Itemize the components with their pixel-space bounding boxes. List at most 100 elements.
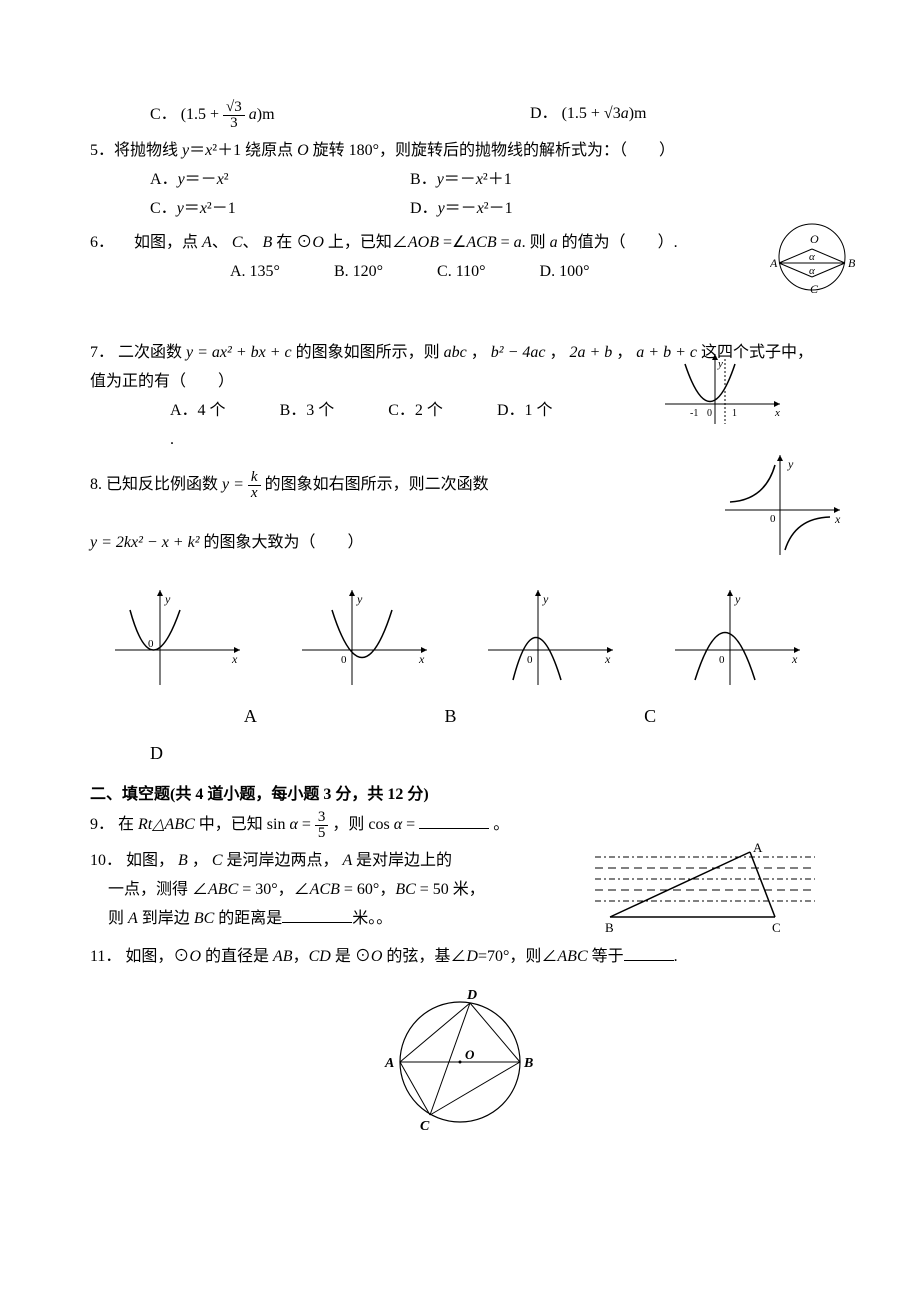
- svg-text:x: x: [604, 652, 611, 666]
- q9-text-p4: 。: [493, 816, 509, 833]
- q5-optA: A．y＝－x²: [150, 166, 410, 195]
- q9-frac: 35: [315, 810, 329, 841]
- frac-num: 3: [315, 810, 329, 826]
- q10-text-line3: 则 A 到岸边 BC 的距离是米。。: [90, 910, 392, 927]
- svg-text:0: 0: [527, 654, 533, 666]
- q6-text: 如图，点 A、 C、 B 在 ⊙O 上，已知∠AOB =∠ACB = a. 则 …: [118, 234, 678, 251]
- q8-text-p3: 的图象大致为（ ）: [204, 534, 364, 551]
- section2-title: 二、填空题(共 4 道小题，每小题 3 分，共 12 分): [90, 781, 830, 810]
- q9-text-p3: ，则: [332, 816, 364, 833]
- q11-figure-wrapper: A B C D O: [90, 987, 830, 1148]
- q9-sin: sin α =: [267, 816, 315, 833]
- q8-text-p1: 已知反比例函数: [106, 476, 218, 493]
- frac-num: k: [248, 470, 261, 486]
- q7-tick-neg1: -1: [690, 408, 698, 419]
- frac-den: x: [248, 486, 261, 501]
- frac-num: √3: [223, 100, 245, 116]
- svg-text:y: y: [356, 592, 363, 606]
- q7: 7． 二次函数 y = ax² + bx + c 的图象如图所示，则 abc ，…: [90, 339, 830, 454]
- q4-optC-suffix: a: [245, 106, 257, 123]
- q11-num: 11．: [90, 948, 121, 965]
- q5-optD: D．y＝－x²－1: [410, 195, 513, 224]
- q8-num: 8.: [90, 476, 102, 493]
- q8-choices: y x 0 y x 0 y x 0 y x 0: [90, 585, 830, 695]
- svg-text:y: y: [542, 592, 549, 606]
- svg-text:0: 0: [148, 638, 154, 650]
- q11-labelD: D: [466, 988, 477, 1003]
- q6-optA: A. 135°: [230, 258, 280, 287]
- q8-label-D: D: [90, 737, 830, 769]
- q8-label-A: A: [244, 700, 257, 732]
- q11-labelC: C: [420, 1119, 430, 1134]
- q7-parabola-figure: y x -1 0 1: [660, 349, 790, 434]
- q6-optC: C. 110°: [437, 258, 485, 287]
- q9: 9． 在 Rt△ABC 中，已知 sin α = 35 ，则 cos α = 。: [90, 810, 830, 841]
- q8-text-p2: 的图象如右图所示，则二次函数: [265, 476, 489, 493]
- q10-labelA: A: [753, 842, 763, 855]
- q4-optD-text: (1.5 + √3a)m: [562, 105, 647, 122]
- q5: 5．将抛物线 y＝x²＋1 绕原点 O 旋转 180°，则旋转后的抛物线的解析式…: [90, 137, 830, 223]
- q6-label-O: O: [810, 232, 819, 246]
- q10-num: 10．: [90, 852, 122, 869]
- q6-circle-figure: O A B C α α: [770, 219, 860, 304]
- svg-text:0: 0: [341, 654, 347, 666]
- q8-ylabel: y: [787, 457, 794, 471]
- frac-den: 3: [223, 116, 245, 131]
- svg-text:y: y: [734, 592, 741, 606]
- q5-num: 5．: [90, 142, 114, 159]
- q4-optC-text: (1.5 +: [181, 106, 223, 123]
- q11-labelO: O: [465, 1047, 475, 1062]
- q8-hyperbola-figure: y x 0: [720, 450, 850, 560]
- q5-text: 将抛物线 y＝x²＋1 绕原点 O 旋转 180°，则旋转后的抛物线的解析式为：…: [114, 142, 675, 159]
- q8-eq-y: y =: [222, 476, 248, 493]
- q4-optD: D． (1.5 + √3a)m: [530, 100, 646, 131]
- q6-label-A: A: [770, 256, 778, 270]
- q9-cos: cos α =: [368, 816, 419, 833]
- q4-optC-label: C．: [150, 106, 177, 123]
- q11-labelB: B: [523, 1056, 533, 1071]
- svg-text:x: x: [231, 652, 238, 666]
- q8-label-C: C: [644, 700, 656, 732]
- q5-optB: B．y＝－x²＋1: [410, 166, 512, 195]
- q10-labelC: C: [772, 920, 781, 935]
- q6-options: A. 135° B. 120° C. 110° D. 100°: [90, 258, 830, 287]
- q5-optC: C．y＝x²－1: [150, 195, 410, 224]
- svg-text:x: x: [791, 652, 798, 666]
- q7-optA: A．4 个: [170, 397, 226, 426]
- q8-eq-frac: kx: [248, 470, 261, 501]
- svg-text:y: y: [164, 592, 171, 606]
- q10-text-p1: 如图， B ， C 是河岸边两点， A 是对岸边上的: [126, 852, 452, 869]
- q4-optC: C． (1.5 + √33 a)m: [150, 100, 530, 131]
- q9-triangle: Rt△ABC: [138, 816, 199, 833]
- q5-options: A．y＝－x² B．y＝－x²＋1 C．y＝x²－1 D．y＝－x²－1: [90, 166, 830, 224]
- q7-num: 7．: [90, 344, 114, 361]
- q6-alpha2: α: [809, 265, 815, 277]
- q6-alpha1: α: [809, 251, 815, 263]
- svg-text:0: 0: [719, 654, 725, 666]
- q8-choice-A: y x 0: [110, 585, 250, 695]
- q7-ylabel: y: [717, 358, 723, 370]
- q4-optC-frac: √33: [223, 100, 245, 131]
- svg-text:x: x: [418, 652, 425, 666]
- q7-optB: B．3 个: [280, 397, 335, 426]
- q8-eq2: y = 2kx² − x + k²: [90, 534, 204, 551]
- q8-choice-C: y x 0: [483, 585, 623, 695]
- q8: 8. 已知反比例函数 y = kx 的图象如右图所示，则二次函数 y = 2kx…: [90, 470, 830, 570]
- q7-optD: D．1 个: [497, 397, 553, 426]
- q6-optB: B. 120°: [334, 258, 383, 287]
- q9-blank: [419, 813, 489, 829]
- q9-text-p1: 在: [118, 816, 134, 833]
- q8-origin: 0: [770, 513, 776, 525]
- frac-den: 5: [315, 826, 329, 841]
- q11-circle-figure: A B C D O: [375, 987, 545, 1137]
- q6-num: 6．: [90, 234, 114, 251]
- q11: 11． 如图，⊙O 的直径是 AB，CD 是 ⊙O 的弦，基∠D=70°，则∠A…: [90, 943, 830, 1148]
- q4-options-row: C． (1.5 + √33 a)m D． (1.5 + √3a)m: [90, 100, 830, 131]
- q7-optC: C．2 个: [388, 397, 443, 426]
- q11-text: 如图，⊙O 的直径是 AB，CD 是 ⊙O 的弦，基∠D=70°，则∠ABC 等…: [125, 948, 677, 965]
- q4-optD-label: D．: [530, 105, 558, 122]
- q8-choice-labels: A B C: [90, 700, 830, 732]
- q7-tick-1: 1: [732, 408, 737, 419]
- q10-river-figure: A B C: [590, 842, 820, 937]
- q8-choice-D-graph: y x 0: [670, 585, 810, 695]
